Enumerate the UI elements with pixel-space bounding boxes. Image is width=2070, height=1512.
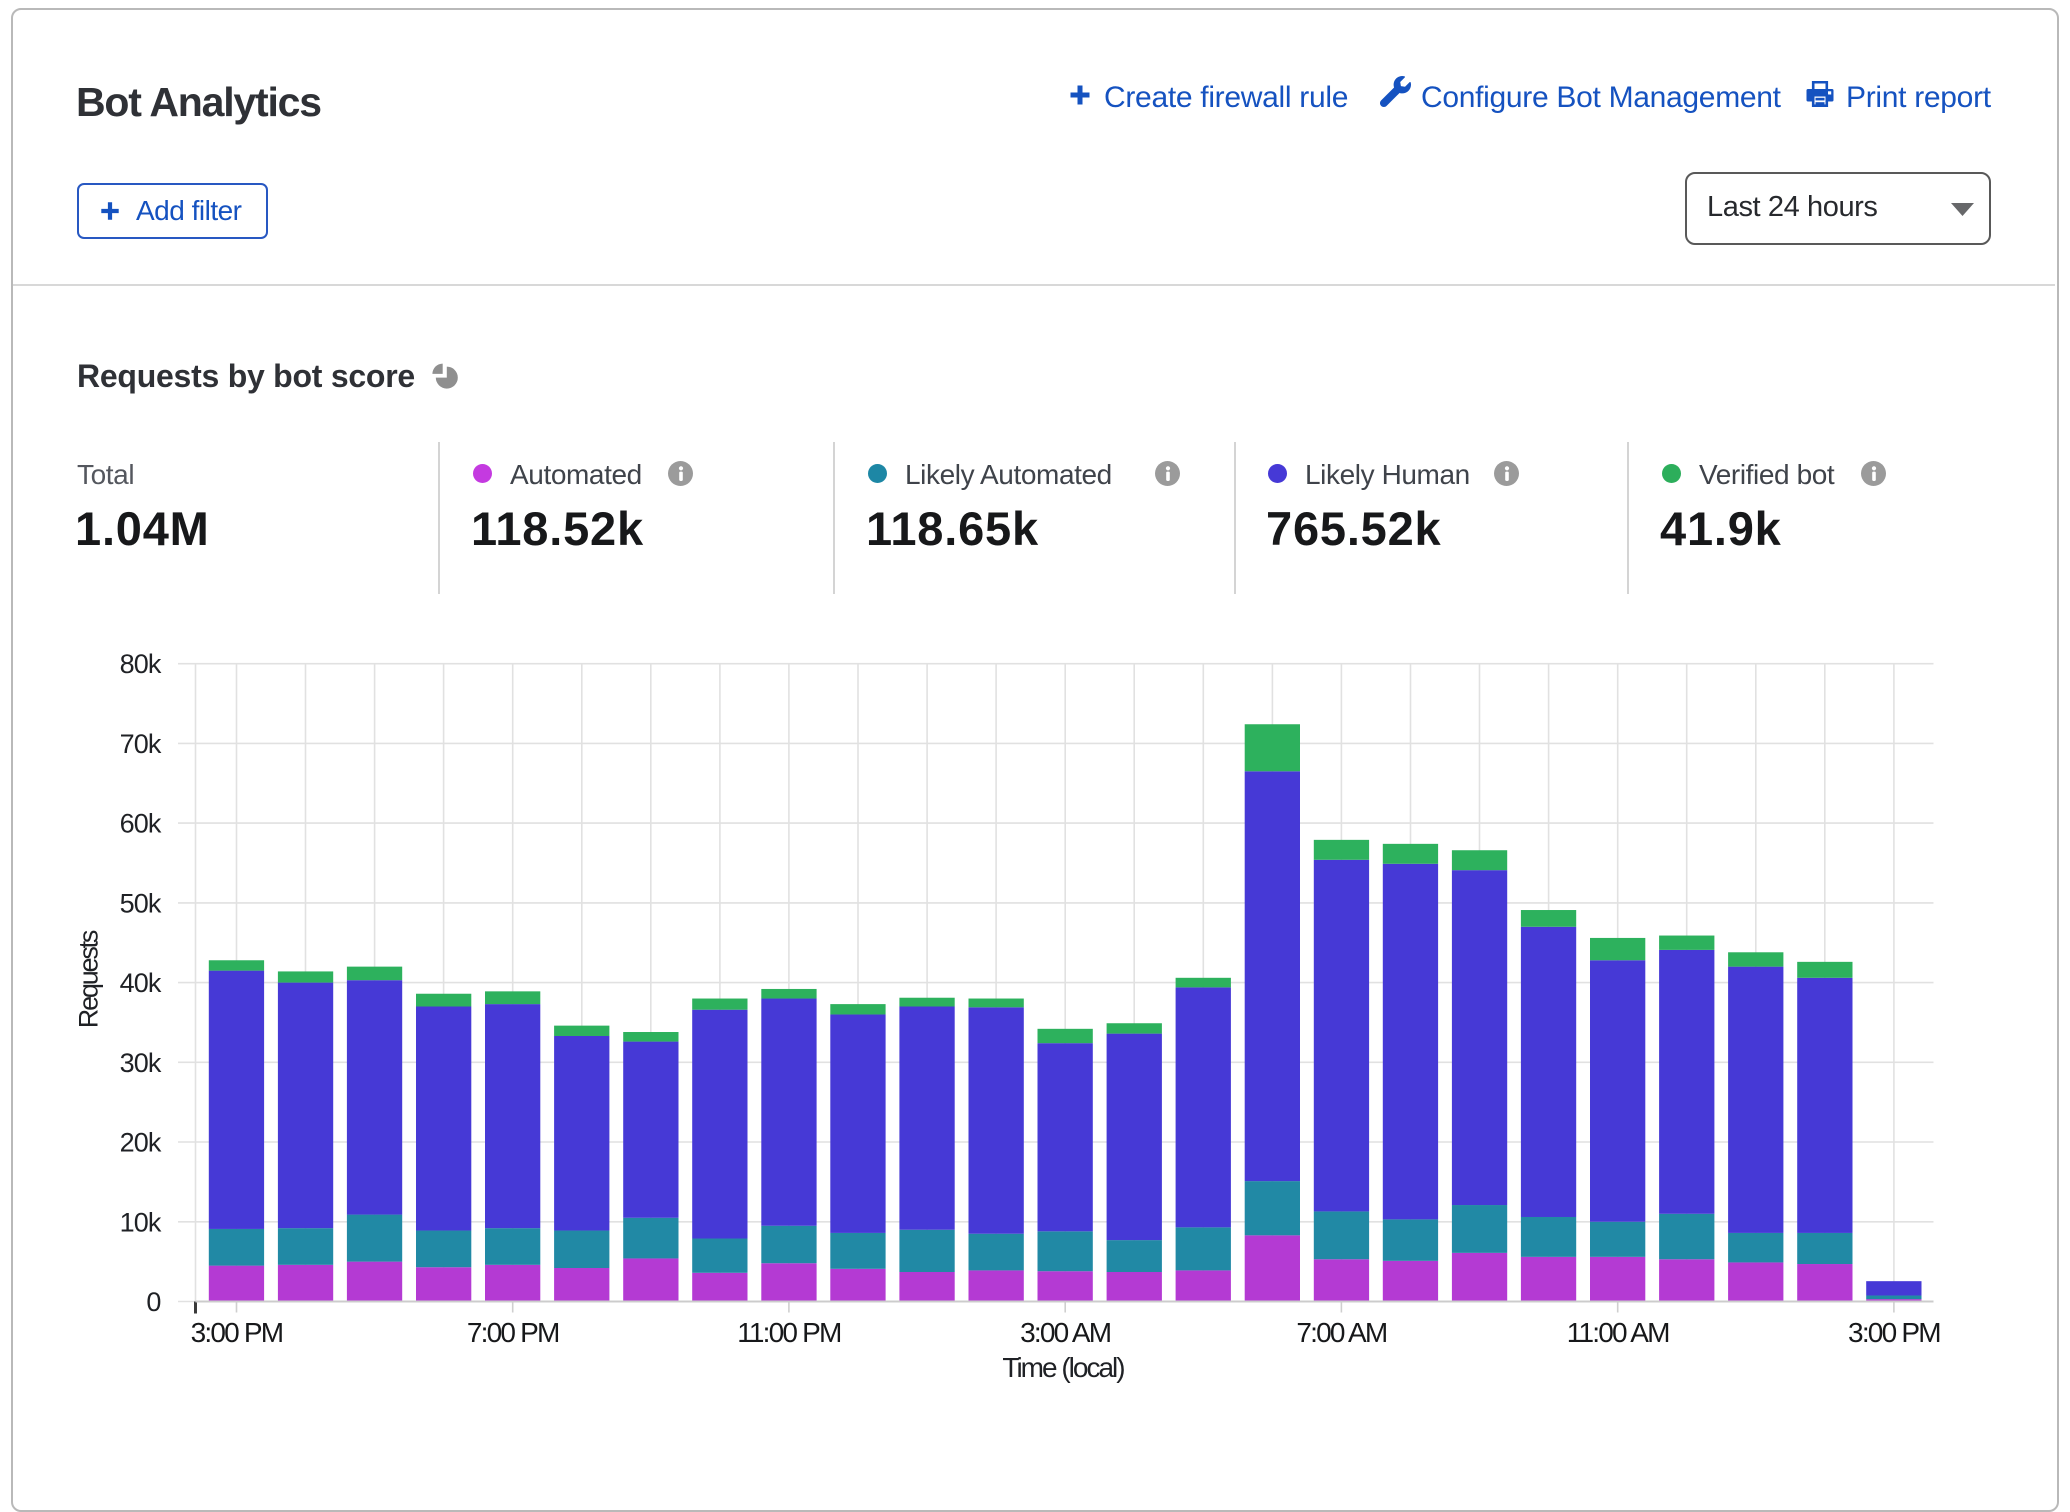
svg-text:40k: 40k [120, 968, 162, 998]
svg-text:10k: 10k [120, 1207, 162, 1237]
svg-text:3:00 AM: 3:00 AM [1020, 1317, 1111, 1348]
svg-text:7:00 PM: 7:00 PM [467, 1317, 559, 1348]
svg-text:Requests: Requests [74, 930, 104, 1028]
svg-text:3:00 PM: 3:00 PM [191, 1317, 283, 1348]
svg-text:30k: 30k [120, 1048, 162, 1078]
svg-text:0: 0 [146, 1287, 160, 1317]
svg-text:70k: 70k [120, 729, 162, 759]
svg-text:11:00 AM: 11:00 AM [1567, 1317, 1669, 1348]
svg-text:7:00 AM: 7:00 AM [1296, 1317, 1387, 1348]
svg-text:20k: 20k [120, 1128, 162, 1158]
svg-text:80k: 80k [120, 649, 162, 679]
svg-text:11:00 PM: 11:00 PM [737, 1317, 841, 1348]
svg-text:60k: 60k [120, 809, 162, 839]
svg-text:Time (local): Time (local) [1002, 1352, 1124, 1383]
svg-text:3:00 PM: 3:00 PM [1848, 1317, 1940, 1348]
svg-text:50k: 50k [120, 888, 162, 918]
